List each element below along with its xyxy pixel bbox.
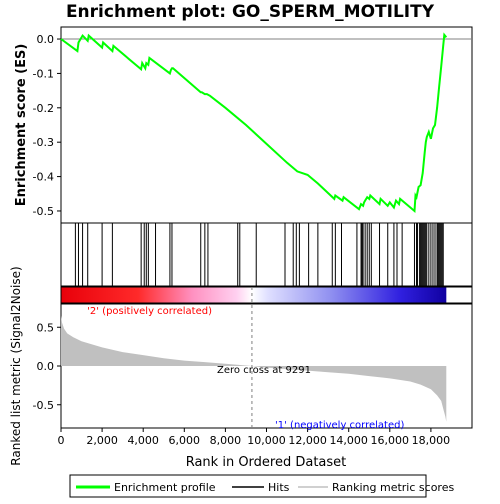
es-y-tick-label: -0.2 xyxy=(33,102,54,115)
ranking-metric-series xyxy=(61,315,447,422)
es-y-tick-label: 0.0 xyxy=(37,33,55,46)
legend xyxy=(69,474,427,498)
x-tick-label: 10,000 xyxy=(247,434,286,447)
x-tick-label: 8,000 xyxy=(210,434,242,447)
zero-cross-label: Zero cross at 9291 xyxy=(217,365,311,376)
chart-title: Enrichment plot: GO_SPERM_MOTILITY xyxy=(66,2,435,22)
ranked-list-color-bar xyxy=(60,286,473,304)
x-axis: 0 2,000 4,000 6,000 8,000 10,000 12,000 14,000 1… xyxy=(58,428,451,447)
ranking-metric-area xyxy=(61,315,447,422)
es-y-tick-label: -0.5 xyxy=(33,205,54,218)
x-tick-label: 14,000 xyxy=(329,434,368,447)
negative-correlation-label: '1' (negatively correlated) xyxy=(275,420,404,431)
rank-gradient-frame xyxy=(60,286,473,304)
es-y-tick-label: -0.1 xyxy=(33,67,54,80)
rank-gradient xyxy=(61,287,447,303)
x-axis-label: Rank in Ordered Dataset xyxy=(186,455,347,470)
legend-label-ranking-metric-scores: Ranking metric scores xyxy=(332,481,454,494)
metric-y-axis-label: Ranked list metric (Signal2Noise) xyxy=(9,266,23,465)
x-tick-label: 12,000 xyxy=(288,434,327,447)
x-tick-label: 0 xyxy=(58,434,65,447)
es-y-axis-label: Enrichment score (ES) xyxy=(14,44,29,207)
x-tick-label: 4,000 xyxy=(127,434,159,447)
enrichment-profile-series xyxy=(60,32,448,214)
enrichment-profile-line xyxy=(60,32,448,214)
es-plot-frame xyxy=(60,26,473,224)
metric-y-tick-label: 0.0 xyxy=(37,360,55,373)
metric-y-tick-label: -0.5 xyxy=(33,399,54,412)
es-y-axis: 0.0 -0.1 -0.2 -0.3 -0.4 -0.5 xyxy=(33,33,61,218)
es-y-tick-label: -0.3 xyxy=(33,136,54,149)
x-tick-label: 6,000 xyxy=(169,434,201,447)
metric-y-tick-label: 0.5 xyxy=(37,321,55,334)
metric-y-axis: 0.5 0.0 -0.5 xyxy=(33,321,61,412)
es-y-tick-label: -0.4 xyxy=(33,171,54,184)
hits-panel-frame xyxy=(60,222,473,287)
positive-correlation-label: '2' (positively correlated) xyxy=(87,306,212,317)
x-tick-label: 2,000 xyxy=(86,434,118,447)
legend-label-hits: Hits xyxy=(268,481,290,494)
legend-label-enrichment-profile: Enrichment profile xyxy=(114,481,216,494)
x-tick-label: 18,000 xyxy=(412,434,451,447)
hits-series xyxy=(74,223,444,286)
x-tick-label: 16,000 xyxy=(371,434,410,447)
